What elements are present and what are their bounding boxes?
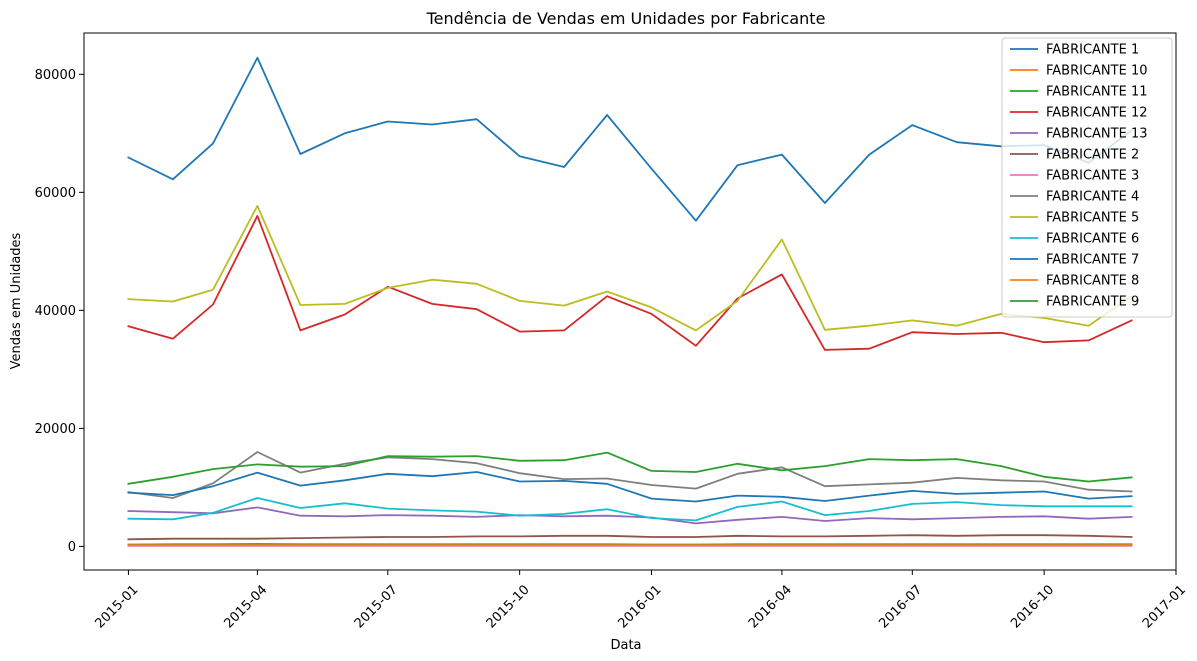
plot-lines bbox=[127, 56, 1133, 547]
x-axis-title: Data bbox=[610, 638, 641, 653]
series-line-10 bbox=[127, 497, 1133, 522]
legend-label-6: FABRICANTE 2 bbox=[1046, 148, 1139, 163]
legend-label-7: FABRICANTE 3 bbox=[1046, 169, 1139, 184]
series-line-9 bbox=[127, 204, 1133, 332]
legend-label-10: FABRICANTE 6 bbox=[1046, 232, 1139, 247]
legend-label-1: FABRICANTE 1 bbox=[1046, 43, 1139, 58]
series-line-6 bbox=[127, 534, 1133, 541]
y-axis-title: Vendas em Unidades bbox=[9, 232, 24, 369]
series-line-5 bbox=[127, 506, 1133, 525]
legend-label-12: FABRICANTE 8 bbox=[1046, 274, 1139, 289]
y-tick-label: 20000 bbox=[35, 422, 76, 437]
series-line-1 bbox=[127, 56, 1133, 222]
legend-label-4: FABRICANTE 12 bbox=[1046, 106, 1148, 121]
legend: FABRICANTE 1 FABRICANTE 10 FABRICANTE 11 FA… bbox=[1001, 37, 1173, 318]
legend-label-2: FABRICANTE 10 bbox=[1046, 64, 1148, 79]
legend-label-3: FABRICANTE 11 bbox=[1046, 85, 1148, 100]
series-line-11 bbox=[127, 471, 1133, 503]
y-tick-label: 40000 bbox=[35, 304, 76, 319]
series-line-13 bbox=[127, 451, 1133, 485]
series-line-4 bbox=[127, 214, 1133, 351]
legend-label-11: FABRICANTE 7 bbox=[1046, 253, 1139, 268]
legend-box bbox=[1001, 37, 1173, 318]
legend-label-9: FABRICANTE 5 bbox=[1046, 211, 1139, 226]
y-tick-label: 80000 bbox=[35, 68, 76, 83]
plot-frame bbox=[83, 32, 1177, 571]
chart-title: Tendência de Vendas em Unidades por Fabr… bbox=[426, 9, 826, 28]
y-tick-label: 60000 bbox=[35, 186, 76, 201]
y-axis: 0 20000 40000 60000 80000 bbox=[35, 68, 84, 555]
legend-label-8: FABRICANTE 4 bbox=[1046, 190, 1139, 205]
legend-label-13: FABRICANTE 9 bbox=[1046, 295, 1139, 310]
legend-label-5: FABRICANTE 13 bbox=[1046, 127, 1148, 142]
y-tick-label: 0 bbox=[68, 540, 76, 555]
series-line-8 bbox=[127, 451, 1133, 499]
